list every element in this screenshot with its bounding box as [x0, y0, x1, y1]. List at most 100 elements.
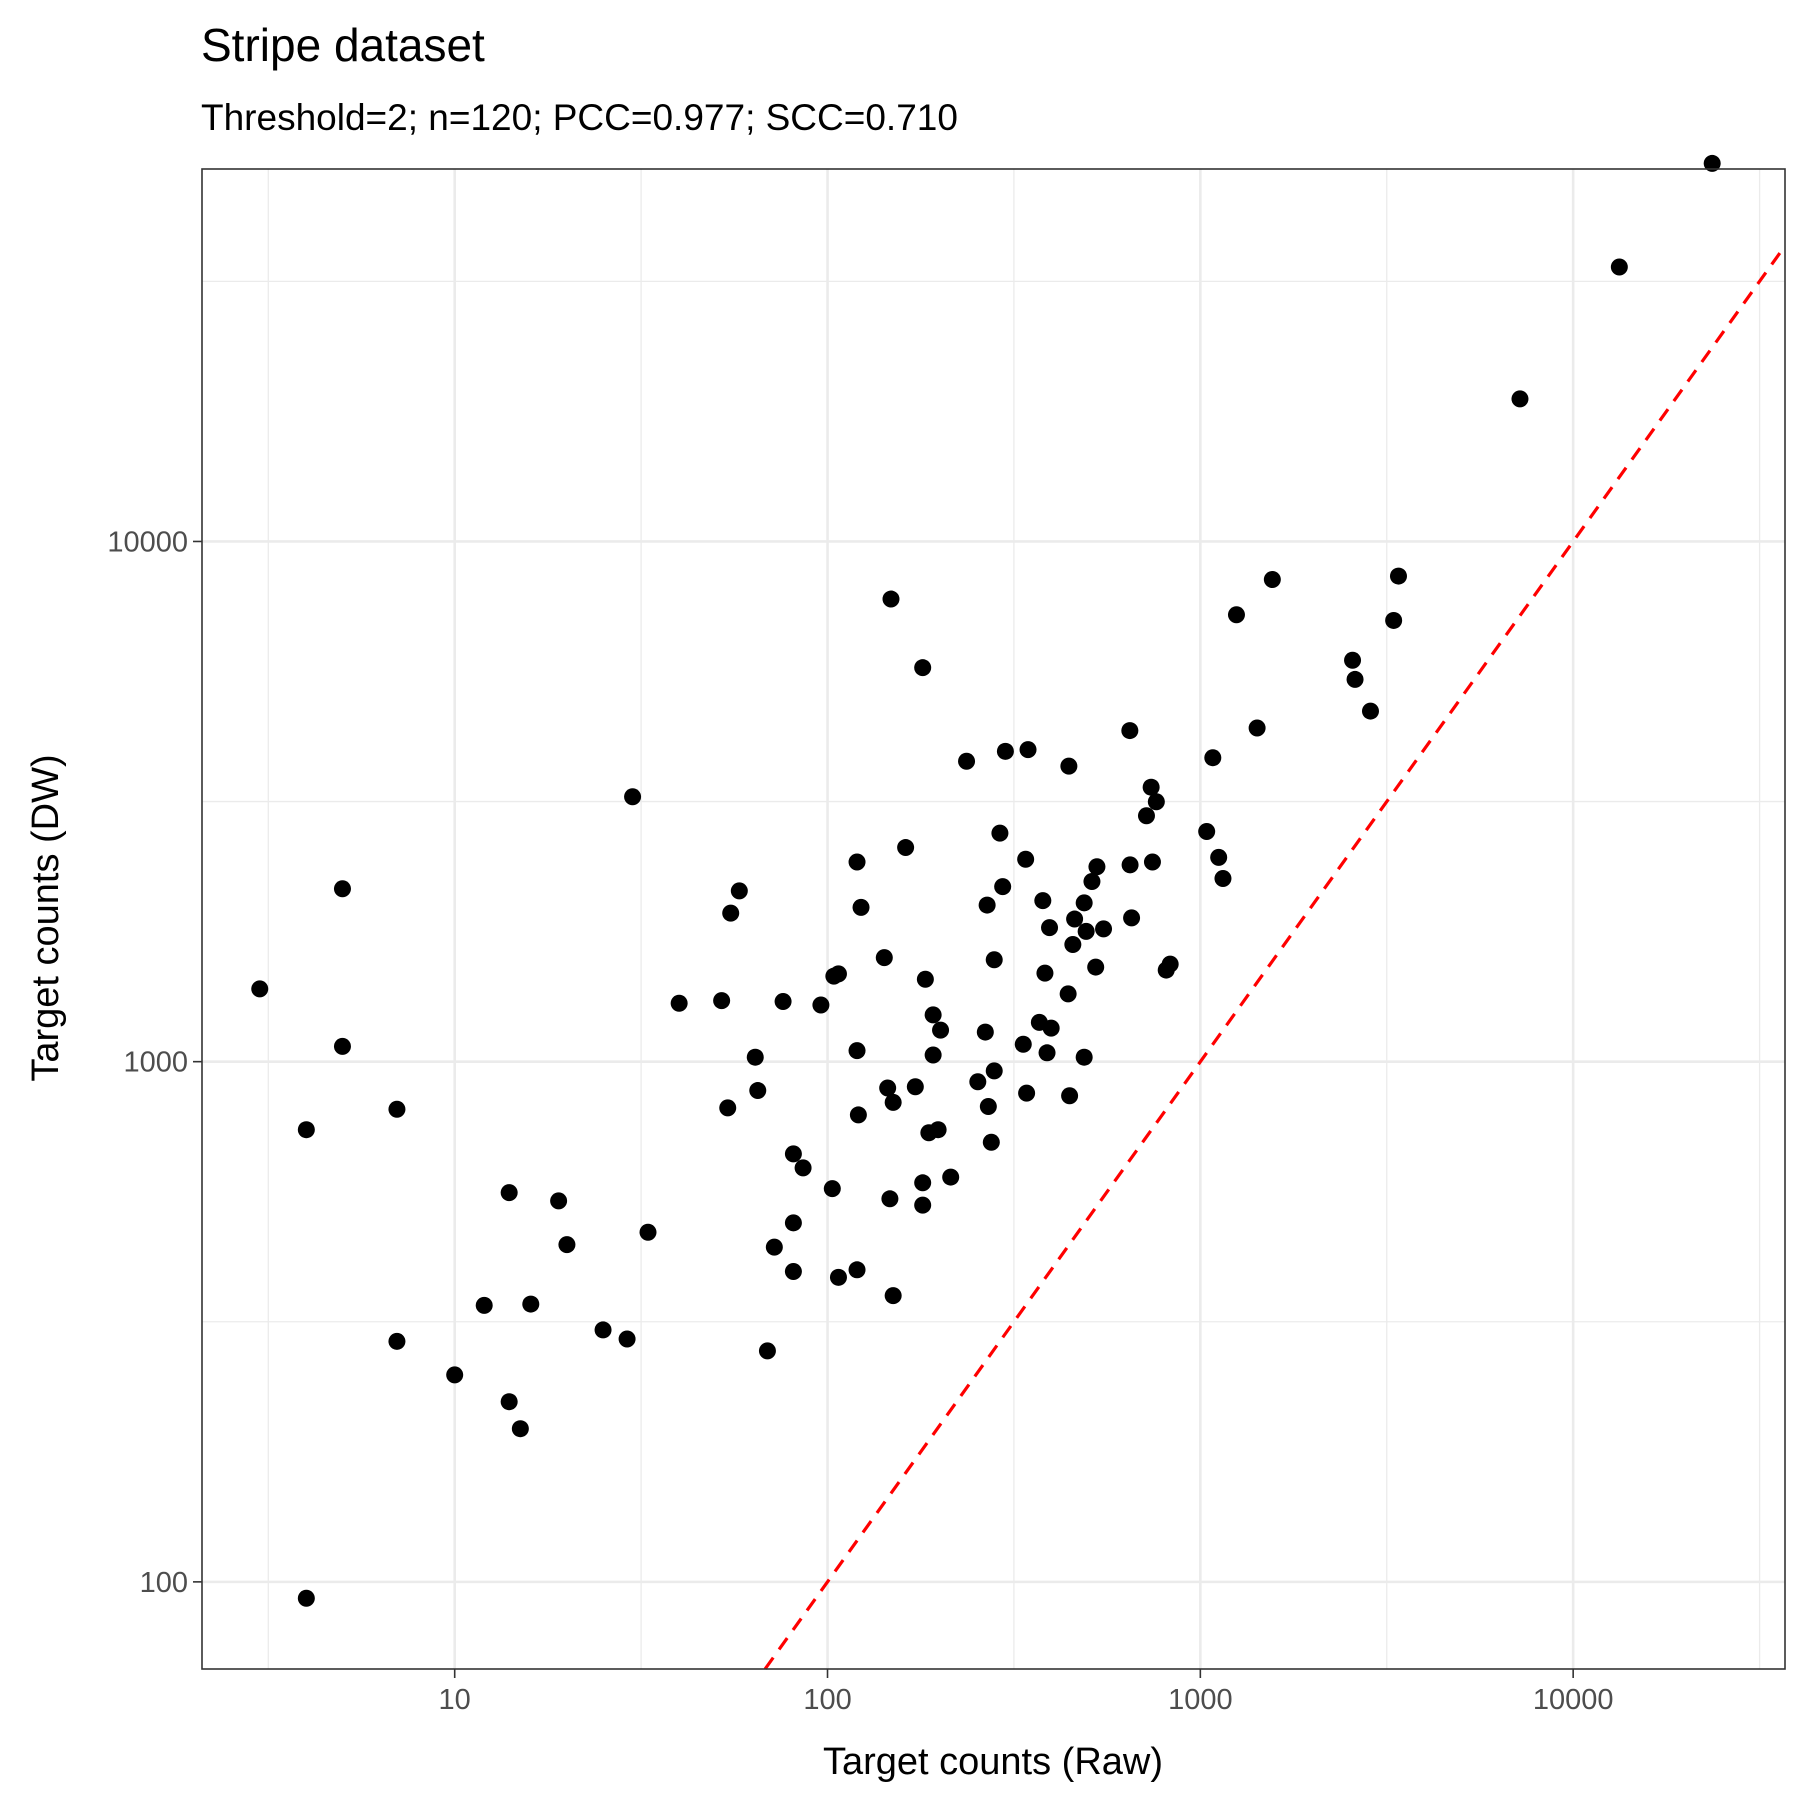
- data-point: [875, 949, 893, 967]
- data-point: [848, 853, 866, 871]
- data-point: [1018, 1084, 1036, 1102]
- data-point: [388, 1332, 406, 1350]
- data-point: [1066, 910, 1084, 928]
- data-point: [976, 1023, 994, 1041]
- data-point: [1389, 567, 1407, 585]
- x-axis-label: Target counts (Raw): [823, 1741, 1163, 1783]
- data-point: [994, 878, 1012, 896]
- data-point: [852, 898, 870, 916]
- data-point: [251, 980, 269, 998]
- data-point: [1198, 822, 1216, 840]
- data-point: [1346, 670, 1364, 688]
- data-point: [1075, 894, 1093, 912]
- data-point: [1036, 964, 1054, 982]
- data-point: [558, 1236, 576, 1254]
- data-point: [713, 992, 731, 1010]
- chart-title: Stripe dataset: [201, 19, 485, 71]
- data-point: [1064, 935, 1082, 953]
- data-point: [985, 951, 1003, 969]
- data-point: [1263, 571, 1281, 589]
- data-point: [1061, 1087, 1079, 1105]
- data-point: [1014, 1035, 1032, 1053]
- data-point: [942, 1168, 960, 1186]
- y-tick-label: 100: [140, 1567, 188, 1599]
- data-point: [446, 1366, 464, 1384]
- data-point: [985, 1062, 1003, 1080]
- data-point: [746, 1048, 764, 1066]
- data-point: [848, 1042, 866, 1060]
- data-point: [1060, 757, 1078, 775]
- data-point: [749, 1082, 767, 1100]
- data-point: [297, 1121, 315, 1139]
- data-point: [618, 1330, 636, 1348]
- data-points: [251, 154, 1721, 1607]
- data-point: [914, 1196, 932, 1214]
- y-axis-label: Target counts (DW): [25, 754, 67, 1081]
- data-point: [1161, 955, 1179, 973]
- data-point: [624, 788, 642, 806]
- data-point: [914, 659, 932, 677]
- data-point: [932, 1021, 950, 1039]
- data-point: [884, 1287, 902, 1305]
- data-point: [1142, 778, 1160, 796]
- data-point: [1227, 606, 1245, 624]
- data-point: [1121, 856, 1139, 874]
- data-point: [670, 994, 688, 1012]
- data-point: [1204, 749, 1222, 767]
- data-point: [1214, 869, 1232, 887]
- major-gridlines: [202, 169, 1785, 1669]
- data-point: [1019, 741, 1037, 759]
- data-point: [1123, 909, 1141, 927]
- data-point: [1385, 611, 1403, 629]
- data-point: [848, 1261, 866, 1279]
- x-tick-label: 100: [803, 1684, 851, 1716]
- data-point: [1210, 848, 1228, 866]
- data-point: [1121, 722, 1139, 740]
- data-point: [333, 1037, 351, 1055]
- identity-reference-line: [763, 244, 1787, 1670]
- data-point: [996, 742, 1014, 760]
- data-point: [333, 880, 351, 898]
- data-point: [849, 1106, 867, 1124]
- x-tick-label: 10: [439, 1684, 471, 1716]
- data-point: [730, 882, 748, 900]
- data-point: [1041, 919, 1059, 937]
- x-axis-ticks: 10 100 1000 10000: [439, 1669, 1614, 1716]
- data-point: [1137, 807, 1155, 825]
- data-point: [1143, 853, 1161, 871]
- data-point: [1038, 1044, 1056, 1062]
- y-axis-ticks: 100 1000 10000: [107, 526, 202, 1599]
- y-tick-label: 10000: [107, 526, 188, 558]
- data-point: [979, 1098, 997, 1116]
- data-point: [916, 970, 934, 988]
- data-point: [1511, 390, 1529, 408]
- data-point: [594, 1321, 612, 1339]
- data-point: [1087, 958, 1105, 976]
- y-tick-label: 1000: [123, 1047, 188, 1079]
- data-point: [1083, 872, 1101, 890]
- data-point: [500, 1393, 518, 1411]
- data-point: [1088, 858, 1106, 876]
- x-tick-label: 10000: [1533, 1684, 1614, 1716]
- data-point: [297, 1589, 315, 1607]
- data-point: [765, 1238, 783, 1256]
- data-point: [784, 1214, 802, 1232]
- data-point: [969, 1073, 987, 1091]
- data-point: [829, 1268, 847, 1286]
- data-point: [1361, 702, 1379, 720]
- data-point: [475, 1296, 493, 1314]
- data-point: [500, 1184, 518, 1202]
- data-point: [1248, 719, 1266, 737]
- data-point: [829, 965, 847, 983]
- data-point: [639, 1223, 657, 1241]
- data-point: [1147, 793, 1165, 811]
- data-point: [550, 1192, 568, 1210]
- data-point: [929, 1121, 947, 1139]
- data-point: [1034, 892, 1052, 910]
- data-point: [1059, 985, 1077, 1003]
- data-point: [897, 839, 915, 857]
- data-point: [784, 1145, 802, 1163]
- data-point: [812, 996, 830, 1014]
- data-point: [906, 1078, 924, 1096]
